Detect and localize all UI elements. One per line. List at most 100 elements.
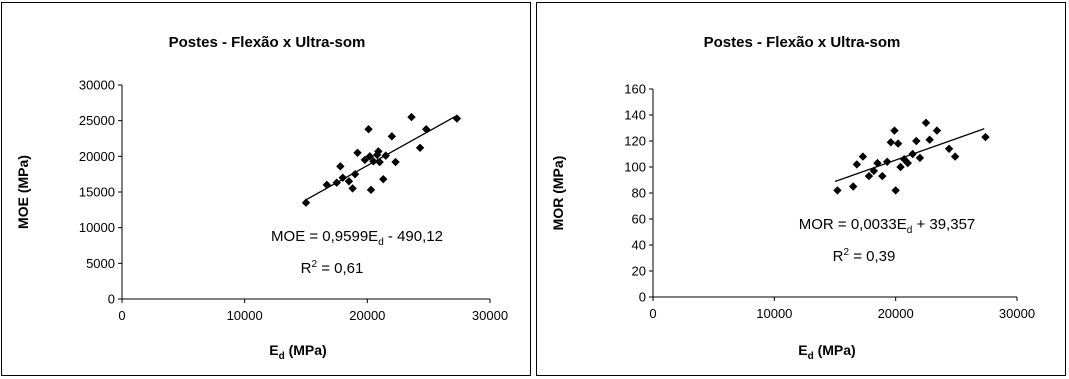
equation-subscript: d: [907, 225, 913, 236]
x-axis-label-unit: (MPa): [814, 342, 856, 358]
y-tick-label: 60: [632, 212, 646, 227]
y-tick-label: 100: [624, 160, 646, 175]
chart-title: Postes - Flexão x Ultra-som: [704, 34, 901, 51]
y-tick-label: 140: [624, 108, 646, 123]
r2-prefix: R: [301, 260, 312, 277]
data-point: [365, 152, 374, 161]
y-tick-label: 30000: [79, 78, 115, 93]
data-point: [912, 136, 921, 146]
r-squared-label: R2 = 0,39: [833, 247, 896, 265]
chart-title: Postes - Flexão x Ultra-som: [169, 34, 366, 51]
x-tick-label: 0: [118, 308, 125, 323]
regression-equation: MOE = 0,9599Ed - 490,12: [271, 228, 443, 248]
data-point: [908, 149, 917, 159]
x-axis-label: Ed (MPa): [798, 342, 855, 362]
moe-scatter-chart: Postes - Flexão x Ultra-som 0 5000 10000 150…: [15, 34, 508, 362]
data-point: [886, 138, 896, 147]
data-point: [869, 166, 879, 176]
y-axis-label: MOE (MPa): [15, 155, 31, 229]
y-tick-label: 10000: [79, 220, 115, 235]
data-point: [896, 162, 905, 172]
x-tick-label: 30000: [999, 306, 1035, 321]
y-tick-label: 120: [624, 134, 646, 149]
data-point: [833, 186, 842, 195]
y-tick-label: 40: [632, 238, 646, 253]
x-tick-label: 0: [649, 306, 656, 321]
y-tick-label: 20: [632, 264, 646, 279]
y-tick-label: 160: [624, 82, 646, 97]
data-point: [332, 178, 341, 187]
trendline: [305, 114, 458, 201]
r-squared-label: R2 = 0,61: [301, 259, 364, 277]
y-tick-label: 20000: [79, 149, 115, 164]
x-axis-label-subscript: d: [279, 351, 285, 362]
data-point: [891, 186, 900, 195]
x-tick-label: 10000: [227, 308, 263, 323]
chart-panel-moe: Postes - Flexão x Ultra-som 0 5000 10000 150…: [1, 2, 531, 376]
r2-prefix: R: [833, 248, 844, 265]
equation-lhs: MOR = 0,0033E: [799, 216, 907, 233]
data-point: [360, 155, 370, 165]
data-point: [944, 144, 954, 153]
y-tick-label: 80: [632, 186, 646, 201]
data-point: [379, 174, 388, 184]
data-point: [348, 184, 357, 193]
r2-superscript: 2: [311, 259, 317, 270]
data-point: [322, 180, 332, 190]
data-point: [391, 157, 400, 167]
data-point: [301, 198, 311, 207]
y-tick-label: 0: [108, 292, 115, 307]
r2-value: = 0,61: [317, 260, 363, 277]
mor-scatter-chart: Postes - Flexão x Ultra-som0204060801001…: [550, 34, 1035, 362]
data-point: [336, 162, 345, 171]
data-point: [407, 112, 416, 122]
equation-rhs: + 39,357: [912, 216, 975, 233]
y-axis-label: MOR (MPa): [550, 156, 566, 231]
data-point: [882, 157, 892, 166]
y-tick-label: 0: [639, 290, 646, 305]
y-tick-label: 5000: [86, 256, 115, 271]
data-point: [852, 160, 862, 169]
x-tick-label: 20000: [878, 306, 914, 321]
data-point: [374, 147, 383, 156]
data-point: [387, 132, 397, 141]
data-point: [350, 169, 360, 179]
data-point: [422, 125, 431, 134]
x-axis-label: Ed (MPa): [269, 342, 326, 362]
data-point: [375, 157, 384, 167]
equation-lhs: MOE = 0,9599E: [271, 228, 378, 245]
data-point: [893, 139, 903, 148]
data-point: [890, 126, 899, 135]
data-point: [878, 171, 887, 181]
x-axis-label-unit: (MPa): [285, 342, 327, 358]
data-point: [921, 118, 931, 127]
data-point: [925, 135, 934, 144]
equation-subscript: d: [378, 237, 384, 248]
data-point: [873, 158, 882, 168]
regression-equation: MOR = 0,0033Ed + 39,357: [799, 216, 976, 236]
data-point: [366, 185, 376, 195]
x-axis-label-main: E: [798, 342, 807, 358]
chart-panel-mor: Postes - Flexão x Ultra-som 0 20 40 60 80 100 1…: [536, 2, 1066, 376]
x-axis-label-subscript: d: [808, 351, 814, 362]
y-tick-label: 15000: [79, 185, 115, 200]
x-tick-label: 20000: [349, 308, 385, 323]
x-tick-label: 10000: [756, 306, 792, 321]
data-point: [364, 125, 373, 134]
x-tick-label: 30000: [472, 308, 508, 323]
data-point: [338, 173, 347, 182]
equation-rhs: - 490,12: [384, 228, 443, 245]
y-tick-label: 25000: [79, 113, 115, 128]
data-point: [353, 148, 362, 157]
x-axis-label-main: E: [269, 342, 278, 358]
data-point: [415, 143, 425, 152]
data-point: [915, 153, 925, 163]
r2-superscript: 2: [843, 247, 849, 258]
data-point: [981, 132, 990, 142]
data-point: [849, 182, 858, 191]
data-point: [381, 151, 390, 160]
data-point: [369, 157, 378, 166]
data-point: [950, 152, 960, 161]
data-point: [344, 177, 354, 186]
data-point: [858, 152, 868, 161]
